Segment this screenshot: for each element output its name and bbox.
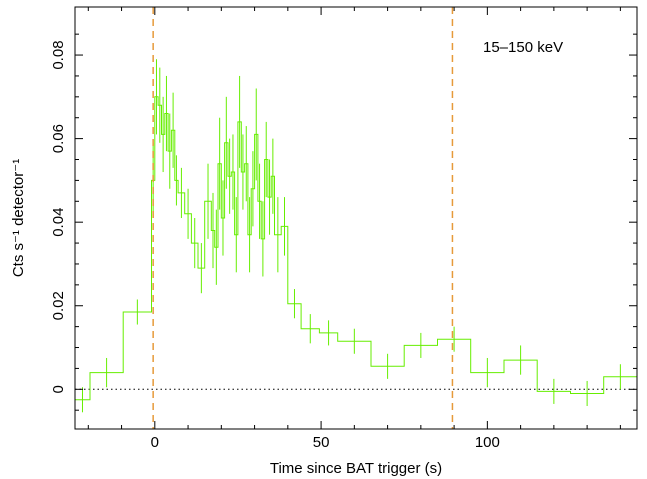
vertical-markers-layer: [152, 7, 454, 429]
y-tick-label: 0.08: [50, 40, 67, 69]
y-tick-label: 0.06: [50, 124, 67, 153]
energy-band-label: 15–150 keV: [483, 39, 563, 56]
y-axis-label: Cts s⁻¹ detector⁻¹: [10, 159, 27, 277]
y-tick-label: 0.02: [50, 291, 67, 320]
x-tick-label: 0: [151, 434, 159, 451]
ticks-layer: 0 50 100 0 0.02 0.04 0.06 0.08: [50, 7, 637, 451]
y-tick-label: 0.04: [50, 208, 67, 237]
data-series-layer: [75, 59, 637, 413]
y-tick-label: 0: [50, 385, 67, 393]
x-tick-label: 100: [475, 434, 500, 451]
plot-frame: [74, 6, 638, 430]
x-tick-label: 50: [313, 434, 330, 451]
x-axis-label: Time since BAT trigger (s): [270, 460, 442, 477]
